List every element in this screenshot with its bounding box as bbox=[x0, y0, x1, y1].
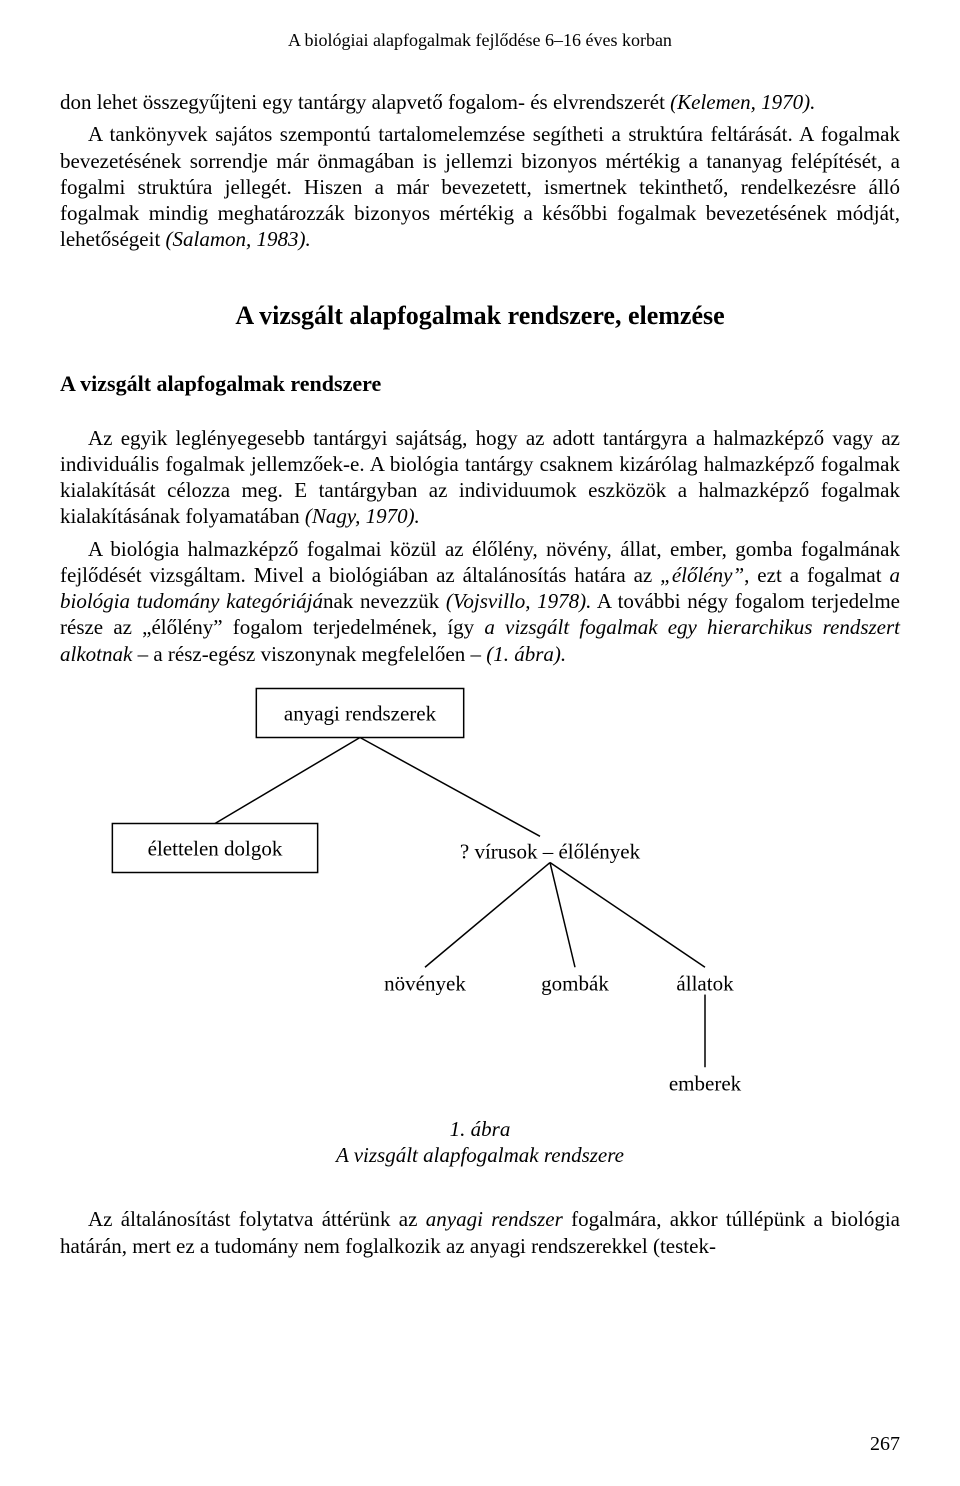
svg-text:növények: növények bbox=[384, 971, 466, 995]
svg-text:emberek: emberek bbox=[669, 1071, 742, 1095]
p5-a: Az általánosítást folytatva áttérünk az bbox=[88, 1207, 426, 1231]
svg-text:állatok: állatok bbox=[676, 971, 734, 995]
diagram-svg-wrapper: anyagi rendszerek élettelen dolgok ? vírus… bbox=[60, 673, 900, 1108]
svg-text:? vírusok – élőlények: ? vírusok – élőlények bbox=[460, 839, 641, 863]
page-number: 267 bbox=[870, 1433, 900, 1456]
page: A biológiai alapfogalmak fejlődése 6–16 … bbox=[0, 0, 960, 1486]
svg-text:élettelen dolgok: élettelen dolgok bbox=[148, 836, 283, 860]
svg-text:anyagi rendszerek: anyagi rendszerek bbox=[284, 701, 437, 725]
figure-title: A vizsgált alapfogalmak rendszere bbox=[336, 1143, 624, 1167]
figure-number: 1. ábra bbox=[450, 1117, 511, 1141]
paragraph-4: A biológia halmazképző fogalmai közül az… bbox=[60, 536, 900, 667]
p4-c: nak nevezzük bbox=[323, 589, 446, 613]
p4-it1: „élőlény” bbox=[660, 563, 744, 587]
subsection-title: A vizsgált alapfogalmak rendszere bbox=[60, 371, 900, 397]
p4-it4: (1. ábra). bbox=[486, 642, 566, 666]
paragraph-2: A tankönyvek sajátos szempontú tartalome… bbox=[60, 121, 900, 252]
concept-diagram: anyagi rendszerek élettelen dolgok ? vírus… bbox=[60, 673, 900, 1169]
figure-caption: 1. ábra A vizsgált alapfogalmak rendszer… bbox=[60, 1116, 900, 1169]
p1-text: don lehet összegyűjteni egy tantárgy ala… bbox=[60, 90, 670, 114]
p3-ref: (Nagy, 1970). bbox=[305, 504, 420, 528]
p2-ref: (Salamon, 1983). bbox=[166, 227, 311, 251]
tree-diagram-svg: anyagi rendszerek élettelen dolgok ? vírus… bbox=[60, 673, 820, 1103]
paragraph-5: Az általánosítást folytatva áttérünk az … bbox=[60, 1206, 900, 1259]
running-header: A biológiai alapfogalmak fejlődése 6–16 … bbox=[60, 30, 900, 51]
p4-b: , ezt a fogalmat bbox=[744, 563, 889, 587]
paragraph-3: Az egyik leglényegesebb tantárgyi sajáts… bbox=[60, 425, 900, 530]
p3-text: Az egyik leglényegesebb tantárgyi sajáts… bbox=[60, 426, 900, 529]
paragraph-1: don lehet összegyűjteni egy tantárgy ala… bbox=[60, 89, 900, 115]
p1-ref: (Kelemen, 1970). bbox=[670, 90, 815, 114]
section-title: A vizsgált alapfogalmak rendszere, elemz… bbox=[60, 301, 900, 331]
p4-ref1: (Vojsvillo, 1978). bbox=[446, 589, 591, 613]
p5-it: anyagi rendszer bbox=[426, 1207, 563, 1231]
p4-e: – a rész-egész viszonynak megfelelően – bbox=[132, 642, 486, 666]
svg-text:gombák: gombák bbox=[541, 971, 609, 995]
